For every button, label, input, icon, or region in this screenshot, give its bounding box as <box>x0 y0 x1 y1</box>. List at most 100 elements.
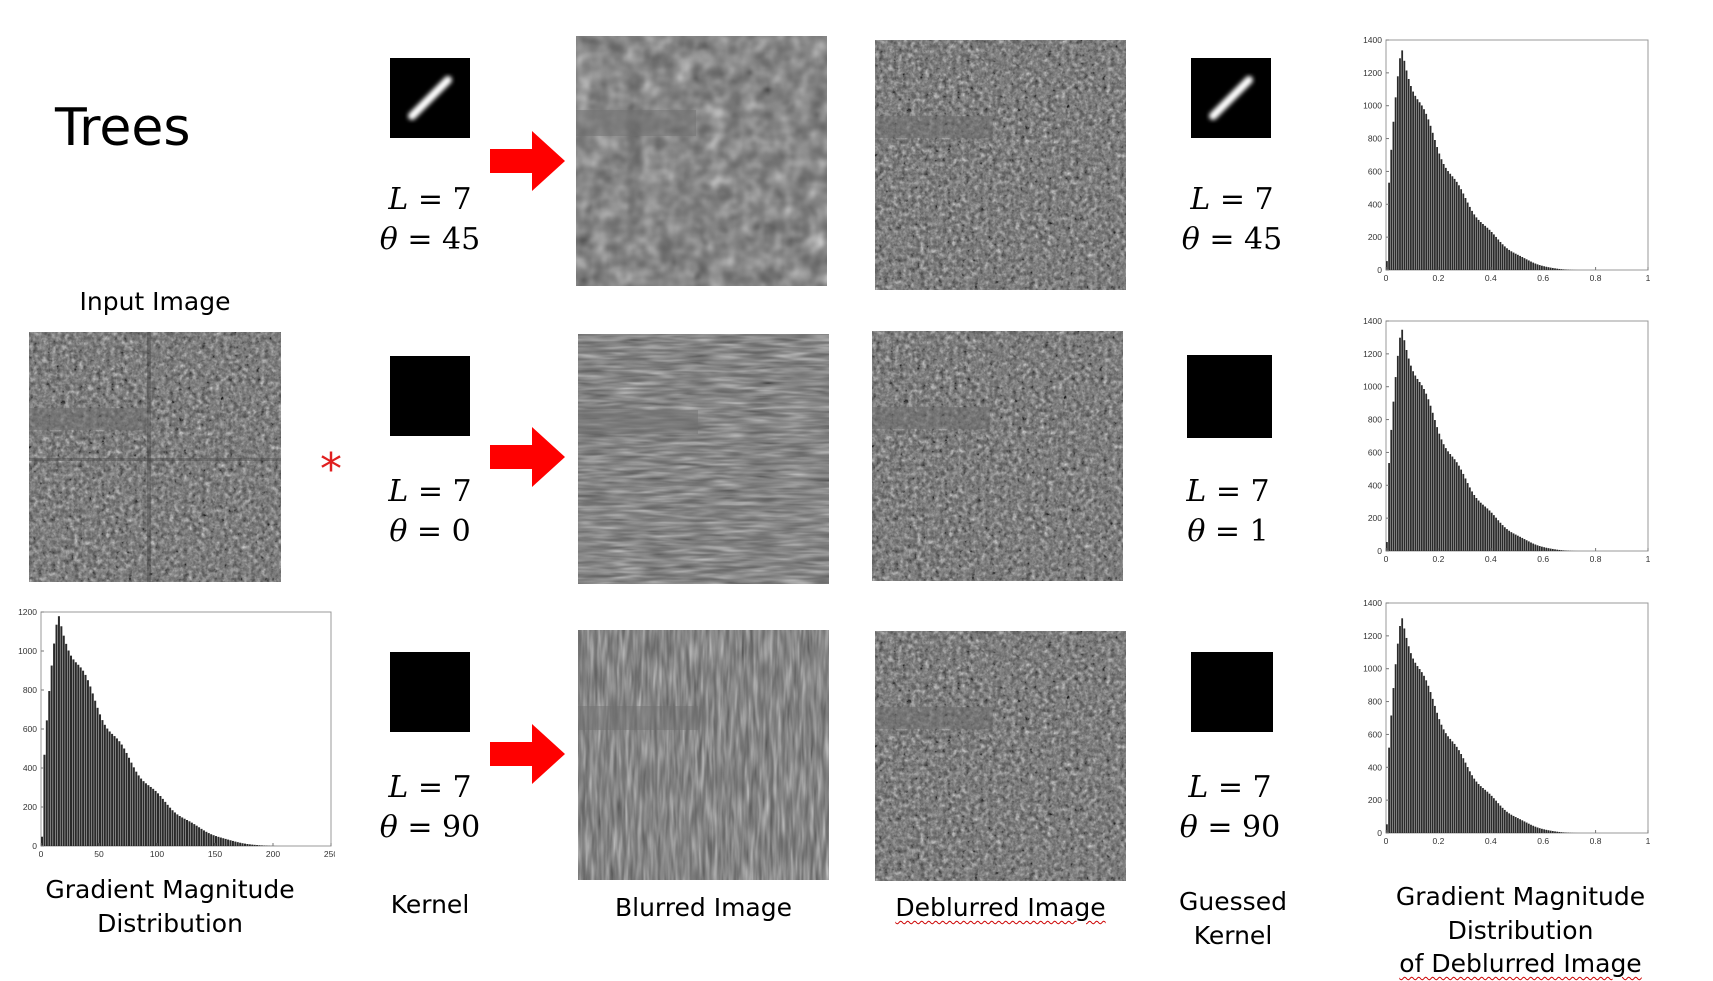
histogram-bar <box>48 691 50 846</box>
histogram-bar <box>1561 550 1563 551</box>
histogram-bar <box>1558 550 1560 551</box>
histogram-bar <box>1430 126 1432 270</box>
histogram-bar <box>1506 248 1508 270</box>
histogram-bar <box>1390 430 1392 551</box>
histogram-bar <box>1513 533 1515 551</box>
histogram-bar <box>1460 754 1462 833</box>
histogram-bar <box>1502 244 1504 270</box>
y-tick-label: 1000 <box>1363 382 1382 392</box>
histogram-bar <box>186 820 188 846</box>
histogram-bar <box>181 817 183 846</box>
histogram-bar <box>1425 114 1427 270</box>
histogram-bar <box>1395 664 1397 833</box>
histogram-bar <box>244 844 246 846</box>
y-tick-label: 1400 <box>1363 598 1382 608</box>
histogram-bar <box>1417 379 1419 551</box>
histogram-bar <box>1561 269 1563 270</box>
histogram-bar <box>92 693 94 846</box>
histogram-bar <box>1482 788 1484 833</box>
histogram-bar <box>1500 242 1502 270</box>
histogram-bar <box>164 802 166 846</box>
histogram-bar <box>1471 491 1473 551</box>
histogram-bar <box>1554 549 1556 551</box>
x-tick-label: 0 <box>1384 554 1389 564</box>
input-image-label: Input Image <box>40 285 270 319</box>
histogram-bar <box>1530 262 1532 270</box>
deblurred-image-2 <box>872 331 1123 581</box>
histogram-bar <box>1456 747 1458 833</box>
histogram-bar <box>82 671 84 846</box>
histogram-bar <box>1532 544 1534 551</box>
guessed-params-row2: L = 7 θ = 1 <box>1168 472 1288 552</box>
blurred-image-45 <box>576 36 827 286</box>
histogram-bar <box>1447 736 1449 833</box>
histogram-bar <box>1434 420 1436 551</box>
histogram-bar <box>143 781 145 846</box>
histogram-bar <box>1393 402 1395 551</box>
histogram-bar <box>1545 830 1547 833</box>
histogram-bar <box>1545 267 1547 270</box>
histogram-bar <box>1458 466 1460 551</box>
histogram-bar <box>1410 86 1412 270</box>
histogram-bar <box>242 843 244 846</box>
histogram-bar <box>70 656 72 846</box>
histogram-bar <box>1408 359 1410 551</box>
histogram-bar <box>1558 832 1560 833</box>
histogram-bar <box>1489 510 1491 551</box>
x-tick-label: 150 <box>208 849 222 859</box>
gradient-distribution-label: Gradient Magnitude Distribution <box>20 873 320 941</box>
histogram-bar <box>77 665 79 846</box>
histogram-bar <box>169 808 171 846</box>
histogram-bar <box>1508 531 1510 551</box>
histogram-bar <box>1552 549 1554 551</box>
histogram-bar <box>1521 257 1523 270</box>
histogram-bar <box>1524 258 1526 270</box>
histogram-bar <box>1521 538 1523 551</box>
histogram-bar <box>1526 823 1528 833</box>
histogram-bar <box>1550 268 1552 270</box>
histogram-bar <box>1502 525 1504 551</box>
histogram-bar <box>1476 217 1478 270</box>
histogram-bar <box>1462 758 1464 833</box>
histogram-bar <box>234 842 236 846</box>
histogram-bar <box>126 753 128 846</box>
histogram-bar <box>1438 434 1440 551</box>
x-tick-label: 100 <box>150 849 164 859</box>
histogram-bar <box>1486 792 1488 833</box>
histogram-bar <box>1504 810 1506 833</box>
histogram-bar <box>1452 457 1454 551</box>
y-tick-label: 600 <box>1368 729 1382 739</box>
histogram-bar <box>1471 775 1473 833</box>
histogram-bar <box>128 758 130 846</box>
histogram-bar <box>1508 250 1510 270</box>
histogram-bar <box>1432 413 1434 551</box>
histogram-bar <box>1460 470 1462 551</box>
histogram-bar <box>1480 222 1482 270</box>
histogram-bar <box>1539 546 1541 551</box>
histogram-bar <box>201 829 203 846</box>
histogram-bar <box>1554 831 1556 833</box>
histogram-bar <box>60 626 62 846</box>
x-tick-label: 0.4 <box>1485 273 1497 283</box>
x-tick-label: 0 <box>1384 273 1389 283</box>
histogram-bar <box>1515 535 1517 551</box>
x-tick-label: 0.6 <box>1537 554 1549 564</box>
histogram-bar <box>1517 818 1519 833</box>
histogram-bar <box>1403 61 1405 270</box>
histogram-bar <box>1458 750 1460 833</box>
histogram-bar <box>152 789 154 846</box>
y-tick-label: 1200 <box>18 607 37 617</box>
kernel-image-45 <box>390 58 470 138</box>
histogram-bar <box>1476 782 1478 833</box>
histogram-bar <box>1491 513 1493 551</box>
histogram-bar <box>1454 744 1456 833</box>
histogram-bar <box>1541 547 1543 551</box>
histogram-bar <box>1478 784 1480 833</box>
histogram-bar <box>239 843 241 846</box>
histogram-bar <box>101 720 103 846</box>
histogram-bar <box>1508 813 1510 833</box>
histogram-bar <box>217 837 219 846</box>
kernel-params-row2: L = 7 θ = 0 <box>370 472 490 552</box>
histogram-bar <box>1506 529 1508 551</box>
